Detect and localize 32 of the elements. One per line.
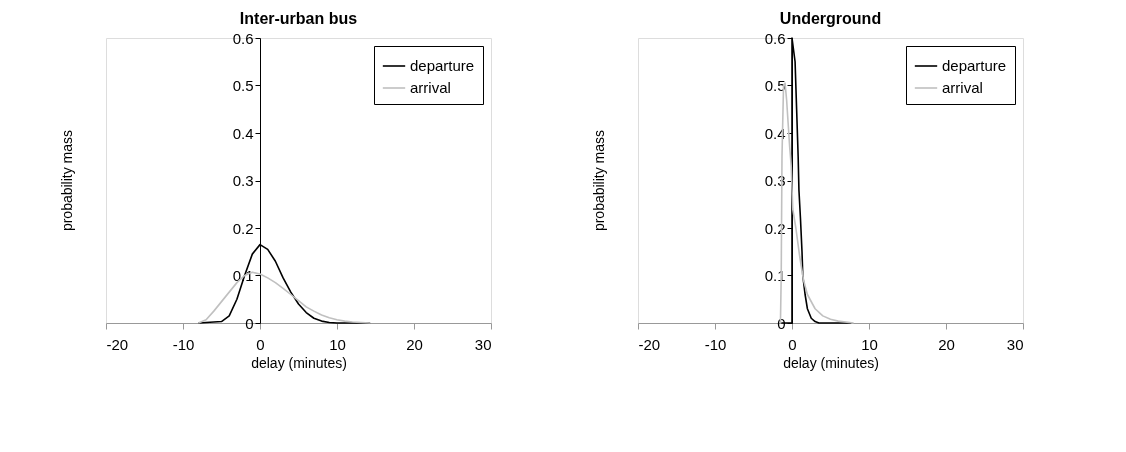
y-tick-label: 0.3 (764, 172, 786, 189)
x-tick-label: -10 (704, 335, 727, 353)
y-tick-label: 0.6 (764, 29, 786, 47)
y-tick-label: 0.5 (232, 77, 254, 94)
x-axis-title: delay (minutes) (783, 354, 879, 371)
x-tick-label: 20 (406, 335, 423, 353)
x-tick-label: 10 (329, 335, 346, 353)
y-tick-label: 0.6 (232, 29, 254, 47)
y-tick-label: 0 (777, 314, 786, 332)
y-tick-label: 0 (245, 314, 254, 332)
y-axis-title: probability mass (59, 129, 75, 232)
chart-title: Inter-urban bus (239, 10, 358, 27)
y-tick-label: 0.3 (232, 172, 254, 189)
y-axis-title: probability mass (591, 129, 607, 232)
x-tick-label: 30 (1006, 335, 1024, 353)
x-tick-label: -10 (172, 335, 195, 353)
x-tick-label: -20 (638, 335, 661, 353)
x-tick-label: 30 (474, 335, 492, 353)
legend-label: arrival (410, 79, 451, 96)
x-axis-title: delay (minutes) (251, 354, 347, 371)
legend-label: arrival (942, 79, 983, 96)
y-tick-label: 0.2 (232, 219, 254, 237)
x-tick-label: -20 (106, 335, 129, 353)
y-tick-label: 0.4 (232, 124, 254, 142)
legend-label: departure (410, 57, 475, 74)
x-tick-label: 10 (861, 335, 878, 353)
x-tick-label: 0 (256, 335, 265, 353)
x-tick-label: 0 (788, 335, 797, 353)
chart-title: Underground (779, 10, 882, 27)
legend-label: departure (942, 57, 1007, 74)
x-tick-label: 20 (938, 335, 955, 353)
y-tick-label: 0.1 (232, 267, 254, 284)
